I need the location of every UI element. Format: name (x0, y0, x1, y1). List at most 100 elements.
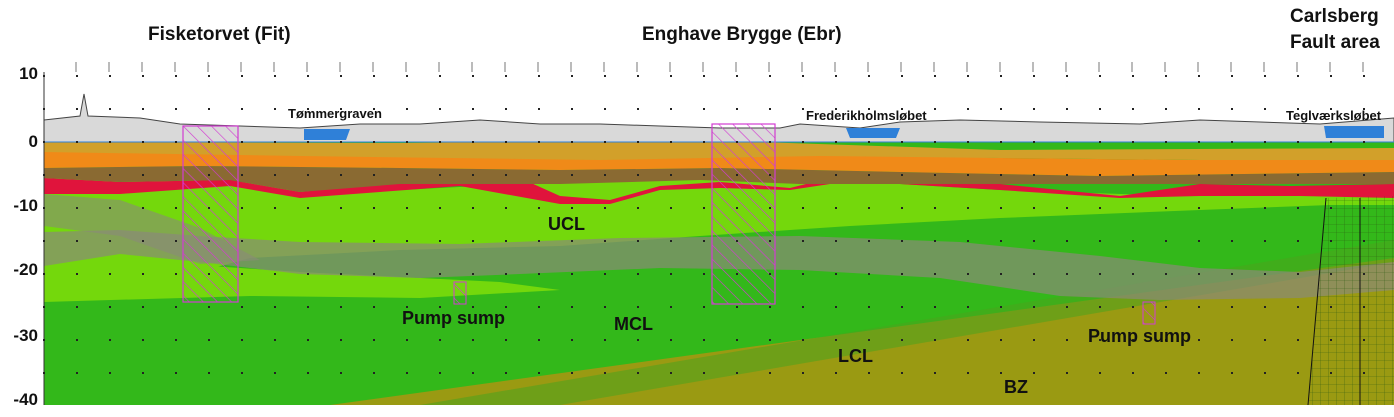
grid-dot (1231, 141, 1233, 143)
grid-dot (373, 273, 375, 275)
grid-dot (472, 240, 474, 242)
grid-dot (1297, 306, 1299, 308)
label-frederikholmslobet: Frederikholmsløbet (806, 108, 927, 123)
grid-dot (1033, 108, 1035, 110)
grid-dot (1165, 207, 1167, 209)
grid-dot (1231, 174, 1233, 176)
grid-dot (43, 75, 45, 77)
grid-dot (1330, 306, 1332, 308)
grid-dot (934, 372, 936, 374)
label-pump-sump-2: Pump sump (1088, 326, 1191, 346)
grid-dot (637, 108, 639, 110)
y-tick-label-minus10: -10 (13, 196, 38, 215)
grid-dot (1363, 108, 1365, 110)
grid-dot (538, 108, 540, 110)
grid-dot (406, 141, 408, 143)
grid-dot (1132, 207, 1134, 209)
grid-dot (1330, 108, 1332, 110)
grid-dot (769, 339, 771, 341)
grid-dot (934, 141, 936, 143)
grid-dot (538, 207, 540, 209)
grid-dot (43, 339, 45, 341)
grid-dot (274, 174, 276, 176)
grid-dot (637, 306, 639, 308)
grid-dot (142, 339, 144, 341)
grid-dot (1099, 372, 1101, 374)
grid-dot (142, 108, 144, 110)
grid-dot (1165, 273, 1167, 275)
grid-dot (1033, 339, 1035, 341)
grid-dot (802, 306, 804, 308)
grid-dot (868, 75, 870, 77)
grid-dot (571, 141, 573, 143)
grid-dot (769, 141, 771, 143)
grid-dot (175, 207, 177, 209)
grid-dot (109, 306, 111, 308)
grid-dot (1066, 339, 1068, 341)
grid-dot (769, 174, 771, 176)
grid-dot (1264, 273, 1266, 275)
grid-dot (241, 174, 243, 176)
grid-dot (175, 240, 177, 242)
grid-dot (1099, 75, 1101, 77)
grid-dot (373, 108, 375, 110)
grid-dot (1165, 108, 1167, 110)
grid-dot (1165, 240, 1167, 242)
grid-dot (736, 372, 738, 374)
grid-dot (307, 372, 309, 374)
grid-dot (1033, 306, 1035, 308)
grid-dot (241, 273, 243, 275)
grid-dot (538, 339, 540, 341)
grid-dot (1000, 273, 1002, 275)
grid-dot (406, 108, 408, 110)
grid-dot (802, 273, 804, 275)
grid-dot (1000, 306, 1002, 308)
grid-dot (1033, 75, 1035, 77)
grid-dot (637, 141, 639, 143)
grid-dot (1363, 372, 1365, 374)
grid-dot (1363, 273, 1365, 275)
grid-dot (1330, 174, 1332, 176)
grid-dot (637, 240, 639, 242)
grid-dot (241, 240, 243, 242)
grid-dot (1000, 141, 1002, 143)
grid-dot (109, 174, 111, 176)
grid-dot (538, 174, 540, 176)
grid-dot (967, 273, 969, 275)
grid-dot (1099, 339, 1101, 341)
grid-dot (1264, 108, 1266, 110)
grid-dot (439, 306, 441, 308)
grid-dot (1264, 240, 1266, 242)
grid-dot (670, 174, 672, 176)
grid-dot (208, 75, 210, 77)
label-bz: BZ (1004, 377, 1028, 397)
grid-dot (340, 372, 342, 374)
grid-dot (307, 339, 309, 341)
grid-dot (274, 141, 276, 143)
y-tick-label-minus30: -30 (13, 326, 38, 345)
grid-dot (241, 372, 243, 374)
label-teglvaerkslobet: Teglværksløbet (1286, 108, 1382, 123)
grid-dot (1264, 372, 1266, 374)
grid-dot (340, 141, 342, 143)
grid-dot (142, 207, 144, 209)
grid-dot (1231, 207, 1233, 209)
grid-dot (736, 75, 738, 77)
grid-dot (274, 339, 276, 341)
grid-dot (76, 75, 78, 77)
grid-dot (109, 240, 111, 242)
y-tick-label-10: 10 (19, 64, 38, 83)
grid-dot (868, 207, 870, 209)
grid-dot (1000, 207, 1002, 209)
grid-dot (1297, 372, 1299, 374)
grid-dot (1099, 207, 1101, 209)
grid-dot (142, 372, 144, 374)
grid-dot (1066, 273, 1068, 275)
grid-dot (868, 240, 870, 242)
grid-dot (208, 207, 210, 209)
grid-dot (274, 108, 276, 110)
grid-dot (241, 108, 243, 110)
grid-dot (967, 207, 969, 209)
grid-dot (1066, 207, 1068, 209)
